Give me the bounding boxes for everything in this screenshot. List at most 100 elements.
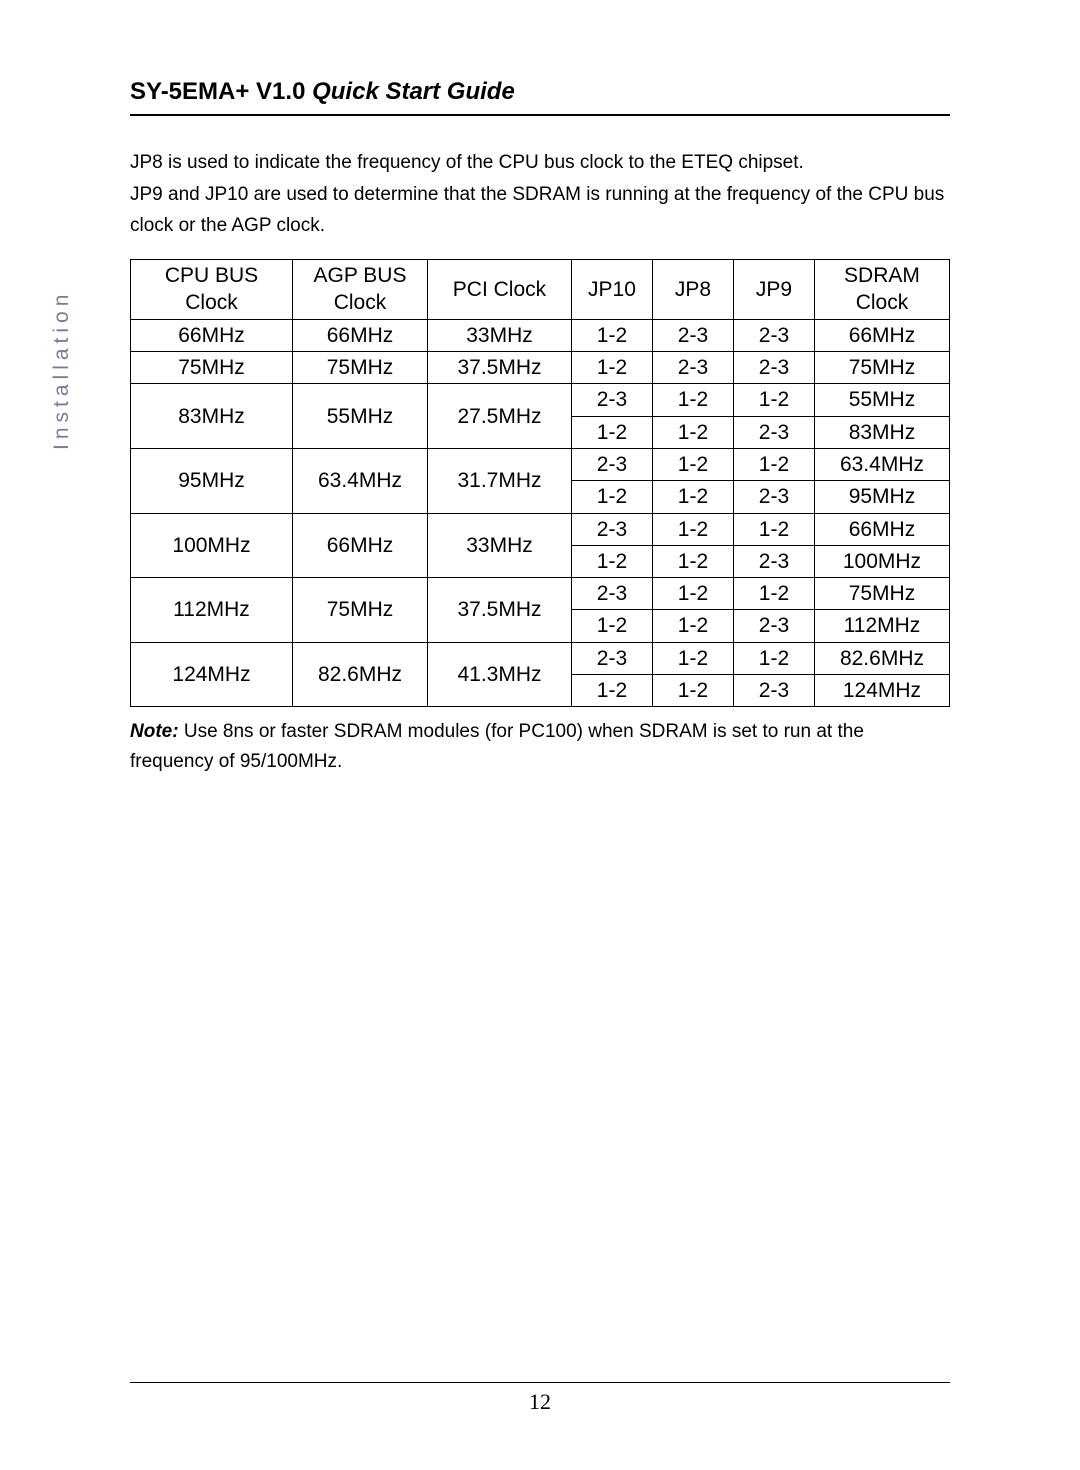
cell-jp8: 2-3 <box>652 352 733 384</box>
cell-agp: 66MHz <box>292 513 427 578</box>
cell-jp8: 1-2 <box>652 545 733 577</box>
cell-jp10: 2-3 <box>571 513 652 545</box>
cell-sdram: 75MHz <box>814 578 949 610</box>
cell-cpu: 83MHz <box>131 384 293 449</box>
cell-agp: 66MHz <box>292 319 427 351</box>
cell-sdram: 75MHz <box>814 352 949 384</box>
th-agp: AGP BUS Clock <box>292 260 427 320</box>
intro-text: JP8 is used to indicate the frequency of… <box>130 148 950 241</box>
page-title: SY-5EMA+ V1.0 Quick Start Guide <box>130 78 950 116</box>
cell-jp9: 2-3 <box>733 352 814 384</box>
cell-cpu: 66MHz <box>131 319 293 351</box>
cell-jp9: 1-2 <box>733 642 814 674</box>
cell-cpu: 112MHz <box>131 578 293 643</box>
cell-jp9: 1-2 <box>733 578 814 610</box>
cell-jp8: 1-2 <box>652 610 733 642</box>
cell-jp10: 1-2 <box>571 319 652 351</box>
cell-jp8: 1-2 <box>652 481 733 513</box>
cell-pci: 37.5MHz <box>427 352 571 384</box>
th-pci: PCI Clock <box>427 260 571 320</box>
cell-pci: 27.5MHz <box>427 384 571 449</box>
cell-jp8: 1-2 <box>652 448 733 480</box>
cell-jp10: 1-2 <box>571 416 652 448</box>
cell-jp10: 2-3 <box>571 642 652 674</box>
cell-jp10: 1-2 <box>571 352 652 384</box>
cell-sdram: 66MHz <box>814 513 949 545</box>
table-row: 66MHz66MHz33MHz1-22-32-366MHz <box>131 319 950 351</box>
cell-agp: 63.4MHz <box>292 448 427 513</box>
cell-sdram: 112MHz <box>814 610 949 642</box>
cell-pci: 37.5MHz <box>427 578 571 643</box>
cell-jp8: 1-2 <box>652 513 733 545</box>
page-number: 12 <box>529 1389 551 1414</box>
header-subtitle: Quick Start Guide <box>312 78 515 105</box>
cell-cpu: 124MHz <box>131 642 293 707</box>
cell-cpu: 75MHz <box>131 352 293 384</box>
page-footer: 12 <box>130 1382 950 1415</box>
jumper-settings-table: CPU BUS Clock AGP BUS Clock PCI Clock JP… <box>130 259 950 707</box>
cell-agp: 82.6MHz <box>292 642 427 707</box>
th-sdram: SDRAM Clock <box>814 260 949 320</box>
cell-jp9: 2-3 <box>733 416 814 448</box>
cell-pci: 31.7MHz <box>427 448 571 513</box>
th-jp10: JP10 <box>571 260 652 320</box>
cell-jp9: 1-2 <box>733 448 814 480</box>
table-header-row: CPU BUS Clock AGP BUS Clock PCI Clock JP… <box>131 260 950 320</box>
note-text: Note: Use 8ns or faster SDRAM modules (f… <box>130 717 950 776</box>
table-row: 100MHz66MHz33MHz2-31-21-266MHz <box>131 513 950 545</box>
th-cpu: CPU BUS Clock <box>131 260 293 320</box>
cell-jp10: 1-2 <box>571 545 652 577</box>
cell-jp8: 1-2 <box>652 384 733 416</box>
table-row: 124MHz82.6MHz41.3MHz2-31-21-282.6MHz <box>131 642 950 674</box>
table-row: 95MHz63.4MHz31.7MHz2-31-21-263.4MHz <box>131 448 950 480</box>
th-jp9: JP9 <box>733 260 814 320</box>
cell-jp9: 2-3 <box>733 545 814 577</box>
cell-jp9: 2-3 <box>733 610 814 642</box>
page-content: SY-5EMA+ V1.0 Quick Start Guide JP8 is u… <box>130 78 950 776</box>
cell-pci: 33MHz <box>427 513 571 578</box>
note-body: Use 8ns or faster SDRAM modules (for PC1… <box>130 721 864 771</box>
side-section-label: Installation <box>50 290 74 450</box>
cell-sdram: 83MHz <box>814 416 949 448</box>
cell-pci: 33MHz <box>427 319 571 351</box>
cell-jp9: 1-2 <box>733 384 814 416</box>
cell-sdram: 82.6MHz <box>814 642 949 674</box>
th-jp8: JP8 <box>652 260 733 320</box>
cell-jp8: 2-3 <box>652 319 733 351</box>
cell-jp8: 1-2 <box>652 675 733 707</box>
note-label: Note: <box>130 721 179 742</box>
cell-jp10: 2-3 <box>571 384 652 416</box>
cell-agp: 75MHz <box>292 578 427 643</box>
cell-sdram: 124MHz <box>814 675 949 707</box>
cell-jp8: 1-2 <box>652 578 733 610</box>
cell-sdram: 100MHz <box>814 545 949 577</box>
cell-jp10: 2-3 <box>571 448 652 480</box>
cell-jp9: 1-2 <box>733 513 814 545</box>
cell-cpu: 95MHz <box>131 448 293 513</box>
cell-jp8: 1-2 <box>652 416 733 448</box>
cell-cpu: 100MHz <box>131 513 293 578</box>
header-model: SY-5EMA+ V1.0 <box>130 78 305 105</box>
intro-line-1: JP8 is used to indicate the frequency of… <box>130 148 950 178</box>
cell-sdram: 63.4MHz <box>814 448 949 480</box>
table-body: 66MHz66MHz33MHz1-22-32-366MHz75MHz75MHz3… <box>131 319 950 707</box>
cell-jp9: 2-3 <box>733 319 814 351</box>
cell-jp9: 2-3 <box>733 481 814 513</box>
intro-line-2: JP9 and JP10 are used to determine that … <box>130 180 950 241</box>
table-row: 112MHz75MHz37.5MHz2-31-21-275MHz <box>131 578 950 610</box>
cell-jp10: 1-2 <box>571 481 652 513</box>
cell-jp10: 1-2 <box>571 675 652 707</box>
cell-jp10: 2-3 <box>571 578 652 610</box>
cell-jp9: 2-3 <box>733 675 814 707</box>
cell-jp8: 1-2 <box>652 642 733 674</box>
cell-pci: 41.3MHz <box>427 642 571 707</box>
cell-sdram: 66MHz <box>814 319 949 351</box>
table-row: 75MHz75MHz37.5MHz1-22-32-375MHz <box>131 352 950 384</box>
cell-sdram: 95MHz <box>814 481 949 513</box>
table-header: CPU BUS Clock AGP BUS Clock PCI Clock JP… <box>131 260 950 320</box>
cell-agp: 55MHz <box>292 384 427 449</box>
cell-agp: 75MHz <box>292 352 427 384</box>
cell-jp10: 1-2 <box>571 610 652 642</box>
cell-sdram: 55MHz <box>814 384 949 416</box>
table-row: 83MHz55MHz27.5MHz2-31-21-255MHz <box>131 384 950 416</box>
